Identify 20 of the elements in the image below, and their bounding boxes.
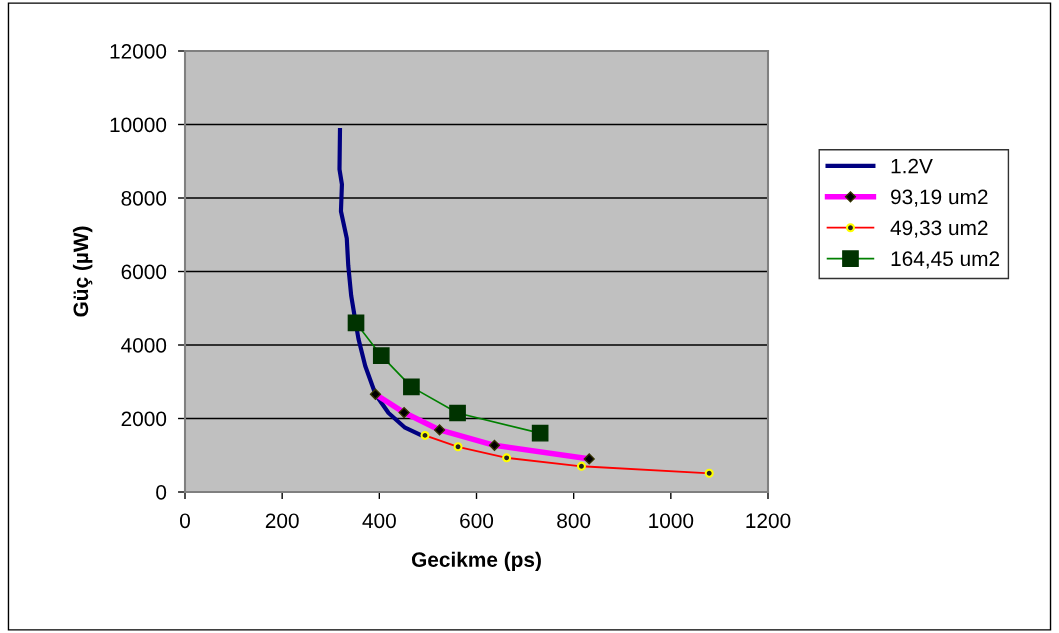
y-tick-label: 4000 xyxy=(121,338,167,353)
legend-label: 93,19 um2 xyxy=(891,189,988,207)
x-tick-label: 600 xyxy=(460,513,494,529)
y-tick-label: 8000 xyxy=(121,191,167,206)
legend-label: 49,33 um2 xyxy=(890,220,988,238)
x-tick-label: 1000 xyxy=(649,513,694,529)
y-tick-label: 0 xyxy=(156,485,167,500)
y-tick-label: 2000 xyxy=(121,411,167,427)
x-tick-label: 0 xyxy=(180,513,190,529)
y-tick-label: 10000 xyxy=(110,117,167,133)
x-tick-label: 800 xyxy=(557,513,591,529)
x-tick-label: 1200 xyxy=(746,513,791,529)
y-tick-label: 12000 xyxy=(110,44,167,59)
x-tick-label: 200 xyxy=(265,513,299,529)
legend-label: 1.2V xyxy=(891,158,933,174)
legend-label: 164,45 um2 xyxy=(891,251,1000,269)
y-axis-title: Güç (µW) xyxy=(72,226,93,317)
x-axis-title: Gecikme (ps) xyxy=(411,551,541,572)
x-tick-label: 400 xyxy=(362,513,396,529)
y-tick-label: 6000 xyxy=(121,264,167,280)
